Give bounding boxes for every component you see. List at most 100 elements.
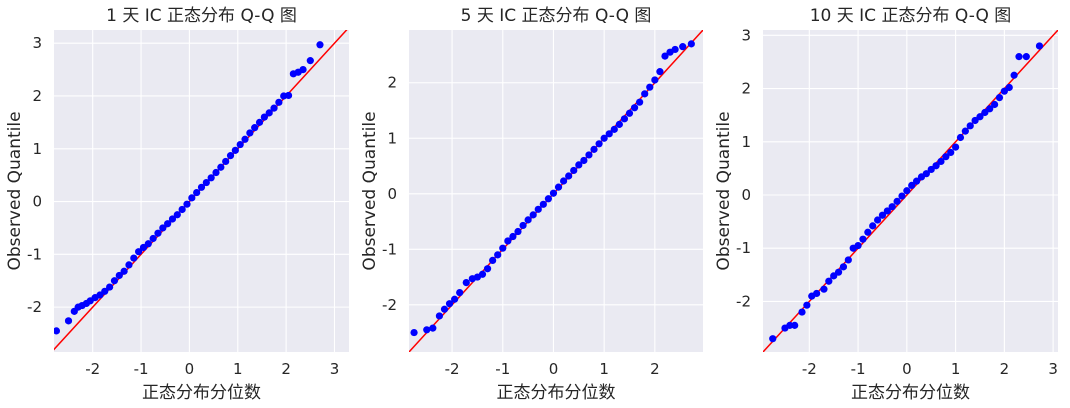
x-tick-label: -2 [445, 360, 460, 378]
data-point [183, 200, 191, 208]
data-point [961, 127, 969, 135]
data-point [462, 279, 470, 287]
y-tick-label: 2 [32, 87, 42, 105]
data-point [144, 240, 152, 248]
data-point [830, 272, 838, 280]
x-tick-label: 1 [951, 360, 961, 378]
data-point [1000, 87, 1008, 95]
data-point [636, 98, 644, 106]
x-tick-label: -1 [134, 360, 149, 378]
data-point [630, 104, 639, 112]
data-point [927, 165, 935, 174]
y-axis-label: Observed Quantile [5, 111, 25, 270]
data-point [509, 232, 517, 241]
data-point [544, 195, 552, 203]
data-point [429, 324, 437, 332]
data-point [173, 211, 181, 219]
y-tick-label: 3 [32, 34, 42, 52]
data-point [898, 192, 906, 200]
data-point [251, 124, 259, 132]
data-point [1015, 53, 1023, 61]
data-point [971, 116, 979, 125]
data-point [570, 166, 578, 175]
data-point [159, 224, 167, 232]
data-point [178, 205, 186, 214]
data-point [440, 305, 449, 313]
data-point [451, 295, 459, 303]
qq-panel-1: -2 -1 0 1 2 3 -2 -1 0 1 2 3 1 天 IC 正态分布 Q-Q 图正态分布分位数… [5, 6, 349, 403]
x-axis-label: 正态分布分位数 [497, 383, 616, 403]
y-tick-label: 0 [32, 193, 42, 211]
data-point [976, 113, 984, 121]
data-point [908, 181, 916, 190]
data-point [299, 65, 307, 74]
y-tick-label: 1 [32, 140, 42, 158]
data-point [995, 93, 1004, 102]
data-point [120, 267, 128, 275]
data-point [1010, 71, 1018, 79]
data-point [549, 189, 558, 197]
y-tick-label: -2 [27, 298, 42, 316]
data-point [202, 178, 210, 187]
data-point [435, 312, 444, 320]
data-point [222, 157, 230, 166]
data-point [656, 68, 664, 76]
data-point [932, 162, 940, 170]
data-point [671, 45, 679, 54]
data-point [265, 109, 273, 117]
x-tick-label: -1 [495, 360, 510, 378]
data-point [306, 57, 314, 65]
data-point [585, 151, 593, 159]
data-point [456, 288, 464, 297]
chart-title: 1 天 IC 正态分布 Q-Q 图 [106, 6, 297, 26]
data-point [834, 268, 843, 276]
data-point [217, 163, 225, 171]
data-point [130, 254, 138, 262]
x-tick-label: 2 [281, 360, 291, 378]
x-tick-label: 3 [1048, 360, 1058, 378]
y-tick-label: -1 [736, 239, 751, 257]
data-point [864, 228, 872, 236]
data-point [615, 120, 623, 128]
data-point [64, 317, 73, 325]
data-point [168, 215, 177, 223]
data-point [986, 105, 994, 113]
data-point [595, 140, 603, 148]
chart-title: 5 天 IC 正态分布 Q-Q 图 [461, 6, 652, 26]
data-point [106, 283, 114, 291]
data-point [423, 326, 431, 334]
x-tick-label: -2 [85, 360, 100, 378]
x-tick-label: -1 [851, 360, 866, 378]
data-point [529, 211, 537, 219]
data-point [610, 125, 618, 133]
data-point [651, 76, 659, 84]
data-point [903, 187, 911, 195]
data-point [825, 277, 833, 285]
data-point [580, 156, 588, 165]
data-point [539, 200, 547, 208]
data-point [494, 251, 502, 259]
data-point [212, 168, 220, 177]
data-point [878, 211, 887, 219]
data-point [839, 263, 848, 271]
plot-background [54, 30, 349, 352]
x-tick-label: 2 [650, 360, 660, 378]
y-tick-label: 1 [387, 129, 397, 147]
x-tick-label: 0 [549, 360, 559, 378]
data-point [937, 157, 945, 166]
qq-panel-3: -2 -1 0 1 2 3 -2 -1 0 1 2 3 10 天 IC 正态分布 Q-Q 图正态分布分位… [714, 6, 1058, 403]
y-tick-label: -2 [382, 296, 397, 314]
data-point [956, 133, 965, 142]
y-tick-label: 2 [741, 80, 751, 98]
data-point [981, 108, 989, 117]
data-point [255, 118, 264, 126]
data-point [560, 177, 568, 185]
data-point [1035, 42, 1044, 50]
data-point [1022, 53, 1030, 61]
x-axis-label: 正态分布分位数 [142, 383, 261, 403]
y-tick-label: -1 [382, 240, 397, 258]
data-point [600, 134, 608, 142]
data-point [687, 40, 695, 48]
